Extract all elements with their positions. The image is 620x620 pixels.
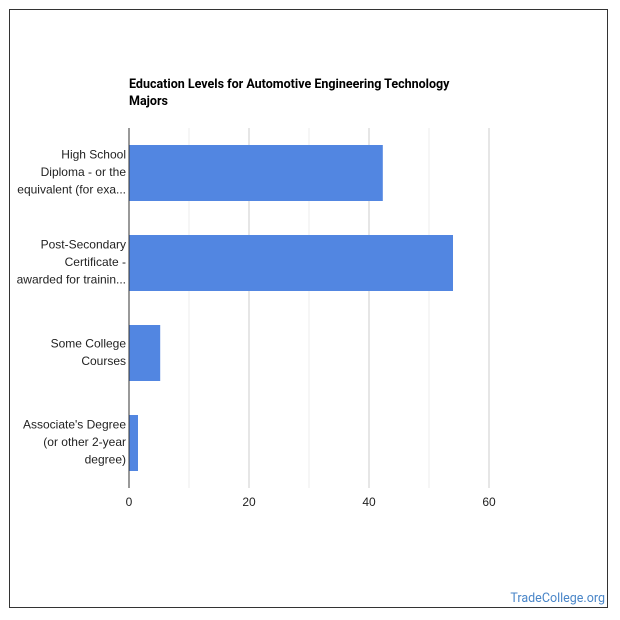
y-tick-label: Diploma - or the (41, 165, 127, 179)
y-tick-label: equivalent (for exa... (17, 183, 126, 197)
y-tick-label: degree) (85, 453, 126, 467)
y-tick-label: Some College (51, 336, 127, 350)
y-tick-label: (or other 2-year (43, 435, 126, 449)
chart-frame (9, 9, 608, 608)
bar (129, 145, 383, 201)
y-tick-label: awarded for trainin... (17, 273, 126, 287)
bar (129, 415, 138, 471)
credit-link[interactable]: TradeCollege.org (510, 591, 605, 606)
bar (129, 235, 453, 291)
bar (129, 325, 161, 381)
x-tick-label: 20 (242, 495, 256, 509)
chart-title: Education Levels for Automotive Engineer… (129, 77, 450, 109)
y-tick-label: Post-Secondary (41, 238, 126, 252)
y-tick-label: Certificate - (65, 255, 126, 269)
x-tick-label: 0 (126, 495, 133, 509)
y-tick-label: Courses (81, 354, 126, 368)
y-tick-label: Associate's Degree (23, 418, 126, 432)
x-tick-label: 60 (482, 495, 496, 509)
x-tick-label: 40 (362, 495, 376, 509)
y-tick-label: High School (61, 148, 126, 162)
